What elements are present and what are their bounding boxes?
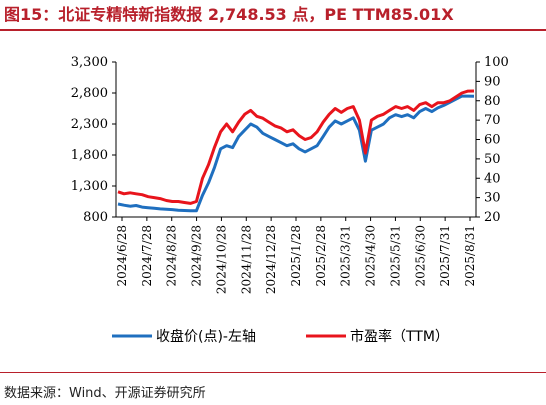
x-tick-label: 2024/6/28	[115, 225, 129, 287]
x-tick-label: 2024/10/28	[214, 225, 228, 294]
right-tick-label: 30	[484, 191, 501, 206]
x-tick-label: 2024/11/28	[239, 225, 253, 294]
close-price-line	[117, 94, 475, 213]
x-tick-label: 2025/1/28	[289, 225, 303, 287]
right-tick-label: 20	[484, 210, 501, 225]
title-divider	[0, 29, 546, 31]
left-tick-label: 1,300	[71, 179, 108, 194]
x-tick-label: 2025/7/31	[438, 225, 452, 287]
x-tick-label: 2024/9/28	[190, 225, 204, 287]
right-tick-label: 70	[484, 113, 501, 128]
chart-title: 图15：北证专精特新指数报 2,748.53 点，PE TTM85.01X	[4, 5, 454, 24]
data-source: 数据来源：Wind、开源证券研究所	[4, 386, 206, 401]
line-chart: 800 1,300 1,800 2,300 2,800 3,300 20 30 40 50 60 70…	[71, 55, 509, 345]
x-tick-label: 2025/5/31	[388, 225, 402, 287]
source-divider	[0, 372, 546, 373]
pe-ttm-line	[117, 89, 475, 205]
left-tick-label: 1,800	[71, 148, 108, 163]
left-tick-label: 800	[83, 210, 108, 225]
x-tick-label: 2025/4/30	[364, 225, 378, 287]
left-tick-label: 2,800	[71, 86, 108, 101]
legend-label: 收盘价(点)-左轴	[156, 328, 256, 345]
right-tick-label: 80	[484, 94, 501, 109]
right-tick-label: 50	[484, 152, 501, 167]
x-tick-label: 2024/7/28	[140, 225, 154, 287]
x-tick-label: 2025/8/31	[463, 225, 477, 287]
x-tick-label: 2025/6/30	[413, 225, 427, 287]
x-tick-label: 2024/8/28	[165, 225, 179, 287]
right-tick-label: 60	[484, 133, 501, 148]
left-tick-label: 2,300	[71, 117, 108, 132]
right-tick-label: 90	[484, 74, 501, 89]
legend-label: 市盈率（TTM）	[350, 328, 449, 345]
x-tick-label: 2024/12/28	[264, 225, 278, 294]
x-tick-label: 2025/2/28	[314, 225, 328, 287]
x-tick-label: 2025/3/31	[339, 225, 353, 287]
left-tick-label: 3,300	[71, 55, 108, 70]
right-tick-label: 100	[484, 55, 509, 70]
right-tick-label: 40	[484, 171, 501, 186]
